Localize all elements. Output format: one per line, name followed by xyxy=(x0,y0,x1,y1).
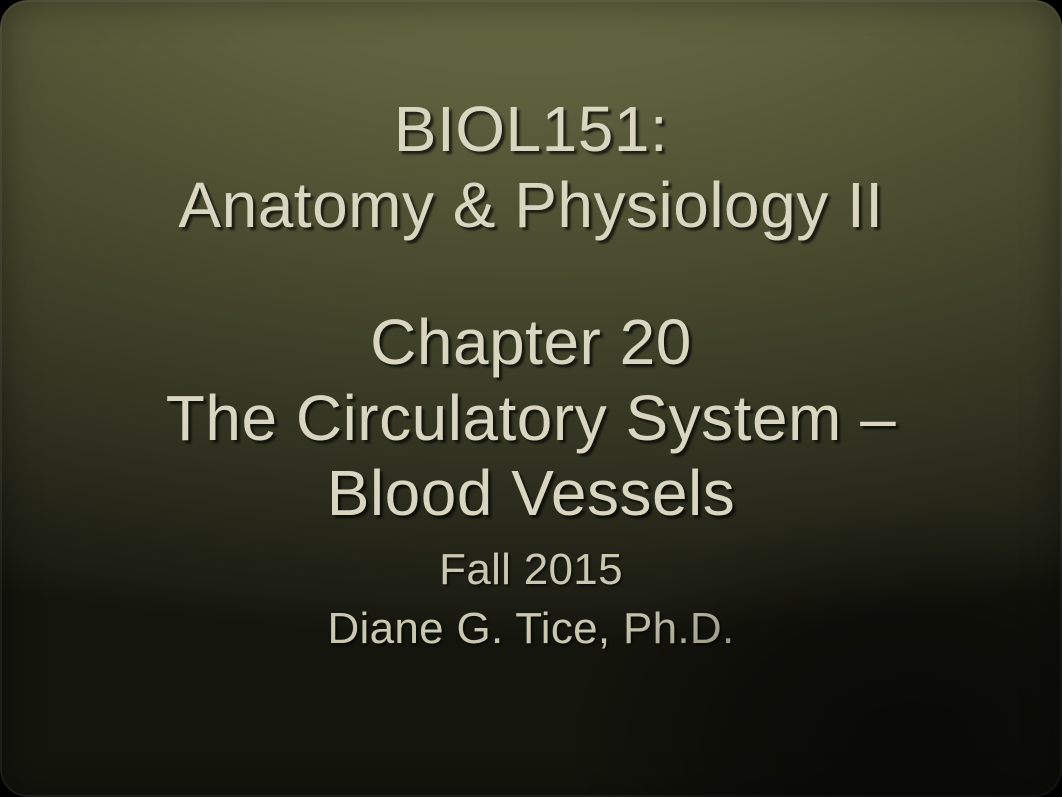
slide-content: BIOL151: Anatomy & Physiology II Chapter… xyxy=(0,0,1062,797)
chapter-number: Chapter 20 xyxy=(0,305,1062,381)
subtitle-block: Fall 2015 Diane G. Tice, Ph.D. xyxy=(0,540,1062,659)
course-title-block: BIOL151: Anatomy & Physiology II xyxy=(0,92,1062,243)
course-code: BIOL151: xyxy=(0,92,1062,168)
chapter-topic-line1: The Circulatory System – xyxy=(0,381,1062,457)
chapter-topic-line2: Blood Vessels xyxy=(0,456,1062,532)
slide: BIOL151: Anatomy & Physiology II Chapter… xyxy=(0,0,1062,797)
course-name: Anatomy & Physiology II xyxy=(0,168,1062,244)
term: Fall 2015 xyxy=(0,540,1062,599)
author: Diane G. Tice, Ph.D. xyxy=(0,599,1062,658)
chapter-title-block: Chapter 20 The Circulatory System – Bloo… xyxy=(0,305,1062,532)
